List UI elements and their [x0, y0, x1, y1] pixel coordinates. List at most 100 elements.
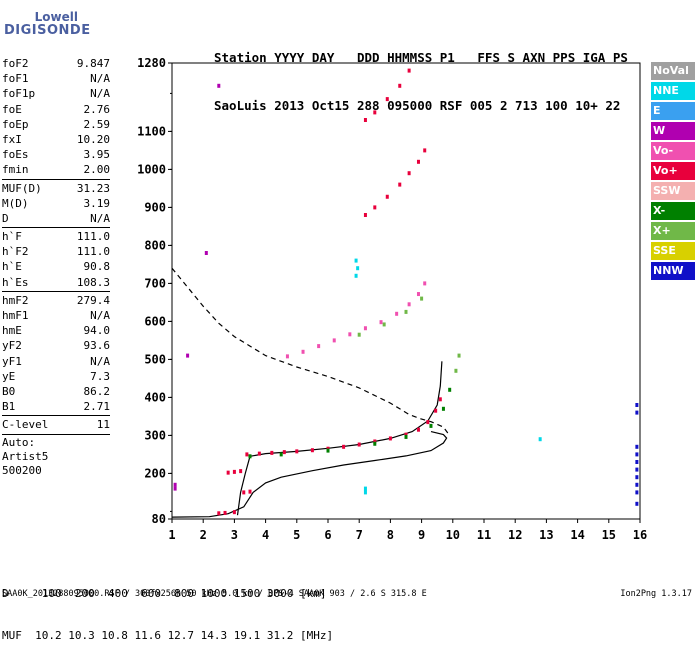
legend-item-x-: X-: [651, 202, 695, 220]
param-value: 90.8: [83, 260, 111, 274]
ionogram-chart: 1 2 3 4 5 6 7 8 9 10 11 12 13 14 15 1680200300400500600…: [137, 56, 647, 542]
echo-point: [373, 110, 377, 115]
echo-point: [356, 266, 360, 271]
param-name: yE: [2, 369, 16, 383]
plasma-profile-dashed: [171, 267, 451, 436]
y-tick-label: 500: [144, 352, 166, 366]
echo-point: [441, 406, 445, 411]
echo-point: [635, 410, 639, 415]
x-tick-label: 3: [231, 528, 238, 542]
echo-point: [416, 159, 420, 164]
echo-point: [635, 403, 639, 407]
param-value: 111.0: [76, 230, 110, 244]
legend-item-nnw: NNW: [651, 262, 695, 280]
param-row: B0 86.2: [2, 384, 110, 399]
param-value: 3.95: [83, 148, 111, 162]
echo-point: [420, 296, 424, 301]
param-row: h`Es 108.3: [2, 275, 110, 290]
param-row: foE 2.76: [2, 102, 110, 117]
param-row: foF2 9.847: [2, 56, 110, 71]
echo-point: [373, 439, 377, 444]
param-value: 31.23: [76, 181, 110, 195]
echo-point: [382, 322, 386, 327]
echo-point: [357, 442, 361, 447]
param-name: foF1p: [2, 87, 36, 101]
echo-point: [416, 292, 420, 297]
param-value: N/A: [90, 87, 110, 101]
param-row: foEs 3.95: [2, 147, 110, 162]
x-tick-label: 15: [602, 528, 616, 542]
legend-item-e: E: [651, 102, 695, 120]
trace-line: [171, 431, 448, 518]
param-row: h`E 90.8: [2, 259, 110, 274]
separator: [2, 227, 110, 229]
echo-point: [457, 353, 461, 358]
separator: [2, 415, 110, 417]
legend-item-vo-: Vo+: [651, 162, 695, 180]
param-value: 94.0: [83, 324, 111, 338]
y-tick-label: 1280: [137, 56, 166, 70]
echo-point: [416, 427, 420, 432]
param-value: 108.3: [76, 275, 110, 289]
x-tick-label: 9: [418, 528, 425, 542]
param-row: foEp 2.59: [2, 117, 110, 132]
param-row: C-level 11: [2, 417, 110, 432]
station-header: Station YYYY DAY DDD HHMMSS P1 FFS S AXN…: [214, 18, 628, 130]
echo-point: [285, 354, 289, 359]
version-label: Ion2Png 1.3.17: [620, 589, 692, 599]
param-row: hmF2 279.4: [2, 293, 110, 308]
x-tick-label: 14: [570, 528, 584, 542]
echo-point: [217, 83, 221, 88]
param-name: foE: [2, 102, 22, 116]
param-value: 3.19: [83, 196, 111, 210]
param-name: h`F: [2, 230, 22, 244]
x-tick-label: 13: [539, 528, 553, 542]
echo-point: [245, 452, 249, 457]
param-name: yF1: [2, 354, 22, 368]
echo-point: [279, 452, 283, 457]
echo-point: [373, 205, 377, 210]
param-row: M(D) 3.19: [2, 196, 110, 211]
param-value: N/A: [90, 72, 110, 86]
echo-point: [404, 309, 408, 314]
x-tick-label: 1: [168, 528, 175, 542]
y-tick-label: 800: [144, 238, 166, 252]
param-name: yF2: [2, 339, 22, 353]
legend-item-nne: NNE: [651, 82, 695, 100]
legend-item-noval: NoVal: [651, 62, 695, 80]
header-values: SaoLuis 2013 Oct15 288 095000 RSF 005 2 …: [214, 98, 621, 113]
legend-item-x-: X+: [651, 222, 695, 240]
param-name: hmF1: [2, 309, 29, 322]
echo-point: [635, 444, 639, 449]
echo-point: [242, 490, 246, 495]
param-value: 86.2: [83, 384, 111, 398]
param-name: foF2: [2, 57, 29, 70]
param-row: yF1 N/A: [2, 354, 110, 369]
echo-point: [407, 68, 411, 73]
echo-point: [270, 450, 274, 455]
echo-point: [317, 344, 321, 349]
y-tick-label: 700: [144, 276, 166, 290]
echo-point: [454, 368, 458, 373]
echo-point: [423, 281, 427, 286]
echo-point: [395, 311, 399, 316]
legend: NoVal NNE E W Vo- Vo+ SSW X- X+ SSE NNW: [651, 62, 695, 282]
x-tick-label: 12: [508, 528, 522, 542]
autoscale-line: Artist5: [2, 449, 49, 463]
echo-point: [173, 482, 177, 487]
param-value: 279.4: [76, 293, 110, 307]
echo-point: [186, 353, 190, 358]
muf-distance-row: D 100 200 400 600 800 1000 1500 3000 [km…: [2, 587, 327, 600]
param-row: foF1 N/A: [2, 71, 110, 86]
param-name: C-level: [2, 418, 49, 432]
echo-point: [204, 251, 208, 255]
param-value: 2.76: [83, 102, 111, 116]
echo-point: [373, 441, 377, 446]
param-value: 7.3: [90, 369, 110, 383]
autoscale-line: Auto:: [2, 435, 36, 449]
param-name: fxI: [2, 132, 22, 146]
echo-point: [635, 467, 639, 472]
param-value: N/A: [90, 211, 110, 225]
param-name: foF1: [2, 72, 29, 86]
param-row: fxI 10.20: [2, 132, 110, 147]
